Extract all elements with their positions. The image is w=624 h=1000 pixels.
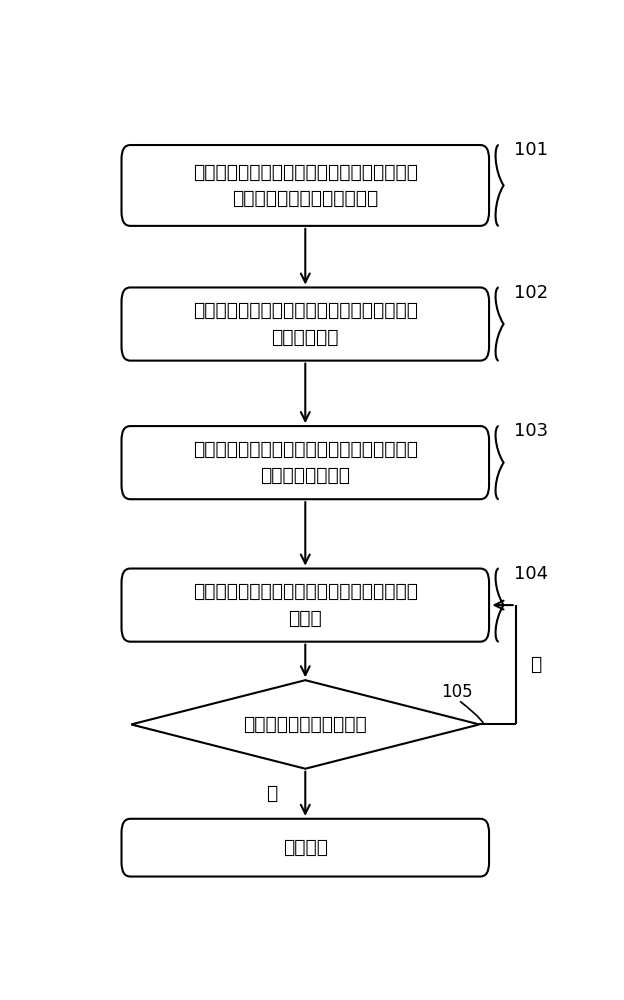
FancyBboxPatch shape bbox=[122, 426, 489, 499]
Text: 101: 101 bbox=[514, 141, 548, 159]
Text: 105: 105 bbox=[441, 683, 472, 701]
Text: 主机清单中还有未处理的: 主机清单中还有未处理的 bbox=[243, 715, 367, 734]
FancyBboxPatch shape bbox=[122, 287, 489, 361]
Text: 103: 103 bbox=[514, 422, 548, 440]
Polygon shape bbox=[131, 680, 479, 769]
Text: 否: 否 bbox=[266, 784, 277, 803]
Text: 根据所述任务描述文件中的任务参数，生成多
个工作进程；: 根据所述任务描述文件中的任务参数，生成多 个工作进程； bbox=[193, 301, 418, 347]
Text: 是: 是 bbox=[530, 655, 542, 674]
FancyBboxPatch shape bbox=[122, 569, 489, 642]
FancyBboxPatch shape bbox=[122, 145, 489, 226]
Text: 将目标主机的登陆信息分别推送至每个空闲工
作进程: 将目标主机的登陆信息分别推送至每个空闲工 作进程 bbox=[193, 582, 418, 628]
FancyBboxPatch shape bbox=[122, 819, 489, 877]
Text: 102: 102 bbox=[514, 284, 548, 302]
Text: 获取任务描述文件，确定待执行的任务，获取
需要执行所述任务的主机清单: 获取任务描述文件，确定待执行的任务，获取 需要执行所述任务的主机清单 bbox=[193, 163, 418, 208]
Text: 104: 104 bbox=[514, 565, 548, 583]
Text: 根据工作进程的数量从所述主机清单中获取对
应数量的目标主机: 根据工作进程的数量从所述主机清单中获取对 应数量的目标主机 bbox=[193, 440, 418, 485]
Text: 输出结果: 输出结果 bbox=[283, 838, 328, 857]
